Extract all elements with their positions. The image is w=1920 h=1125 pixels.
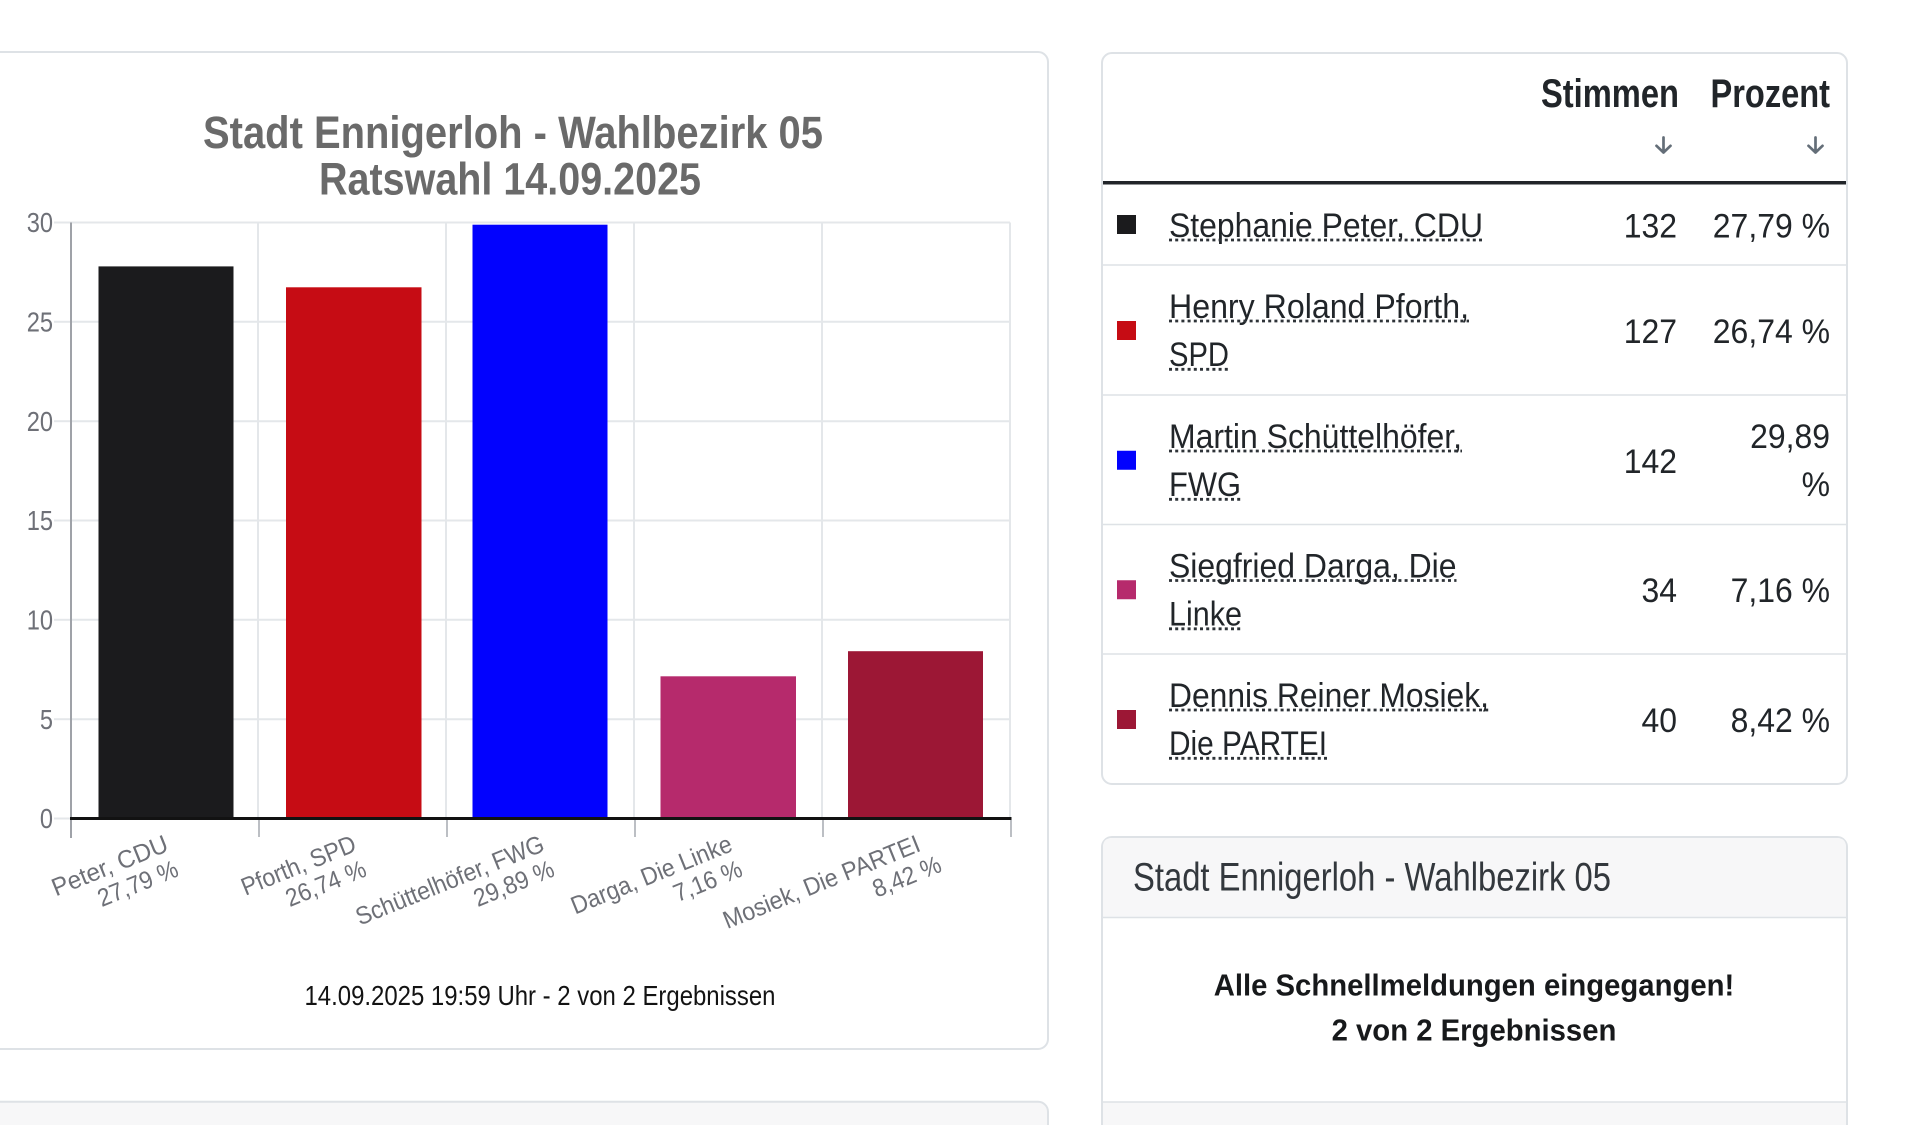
svg-text:Ratswahl 14.09.2025: Ratswahl 14.09.2025	[319, 154, 701, 205]
svg-text:SPD: SPD	[1169, 336, 1229, 374]
svg-text:Siegfried Darga, Die: Siegfried Darga, Die	[1169, 547, 1457, 585]
svg-text:Dennis Reiner Mosiek,: Dennis Reiner Mosiek,	[1169, 677, 1489, 715]
svg-text:FWG: FWG	[1169, 466, 1241, 504]
svg-text:Stephanie Peter, CDU: Stephanie Peter, CDU	[1169, 207, 1483, 245]
svg-text:8,42 %: 8,42 %	[1731, 702, 1830, 740]
svg-text:Pforth, SPD26,74 %: Pforth, SPD26,74 %	[237, 830, 370, 926]
svg-text:Linke: Linke	[1169, 596, 1242, 634]
svg-text:Henry Roland Pforth,: Henry Roland Pforth,	[1169, 288, 1469, 326]
svg-text:2 von 2 Ergebnissen: 2 von 2 Ergebnissen	[1332, 1013, 1617, 1048]
svg-text:Stadt Ennigerloh - Wahlbezirk: Stadt Ennigerloh - Wahlbezirk 05	[1133, 856, 1611, 900]
svg-text:14.09.2025 19:59 Uhr - 2 von 2: 14.09.2025 19:59 Uhr - 2 von 2 Ergebniss…	[305, 980, 776, 1011]
svg-text:27,79 %: 27,79 %	[1713, 208, 1830, 246]
svg-text:15: 15	[27, 505, 53, 536]
svg-text:7,16 %: 7,16 %	[1731, 572, 1830, 610]
svg-text:Prozent: Prozent	[1711, 72, 1831, 116]
svg-text:29,89: 29,89	[1750, 418, 1830, 456]
svg-text:0: 0	[40, 803, 53, 834]
svg-text:Martin Schüttelhöfer,: Martin Schüttelhöfer,	[1169, 418, 1462, 456]
svg-text:20: 20	[27, 406, 53, 437]
svg-text:Alle Schnellmeldungen eingegan: Alle Schnellmeldungen eingegangen!	[1214, 968, 1735, 1003]
svg-text:10: 10	[27, 604, 53, 635]
svg-text:25: 25	[27, 306, 53, 337]
svg-text:142: 142	[1624, 443, 1677, 481]
svg-text:30: 30	[27, 207, 53, 238]
svg-text:34: 34	[1642, 572, 1678, 610]
svg-text:Die PARTEI: Die PARTEI	[1169, 725, 1327, 763]
svg-text:132: 132	[1624, 208, 1677, 246]
svg-text:127: 127	[1624, 313, 1677, 351]
svg-text:Stadt Ennigerloh - Wahlbezirk: Stadt Ennigerloh - Wahlbezirk 05	[203, 107, 823, 158]
svg-text:40: 40	[1642, 702, 1678, 740]
svg-text:26,74 %: 26,74 %	[1713, 313, 1830, 351]
svg-text:5: 5	[40, 704, 53, 735]
svg-text:Stimmen: Stimmen	[1541, 72, 1679, 116]
svg-text:%: %	[1802, 466, 1830, 504]
